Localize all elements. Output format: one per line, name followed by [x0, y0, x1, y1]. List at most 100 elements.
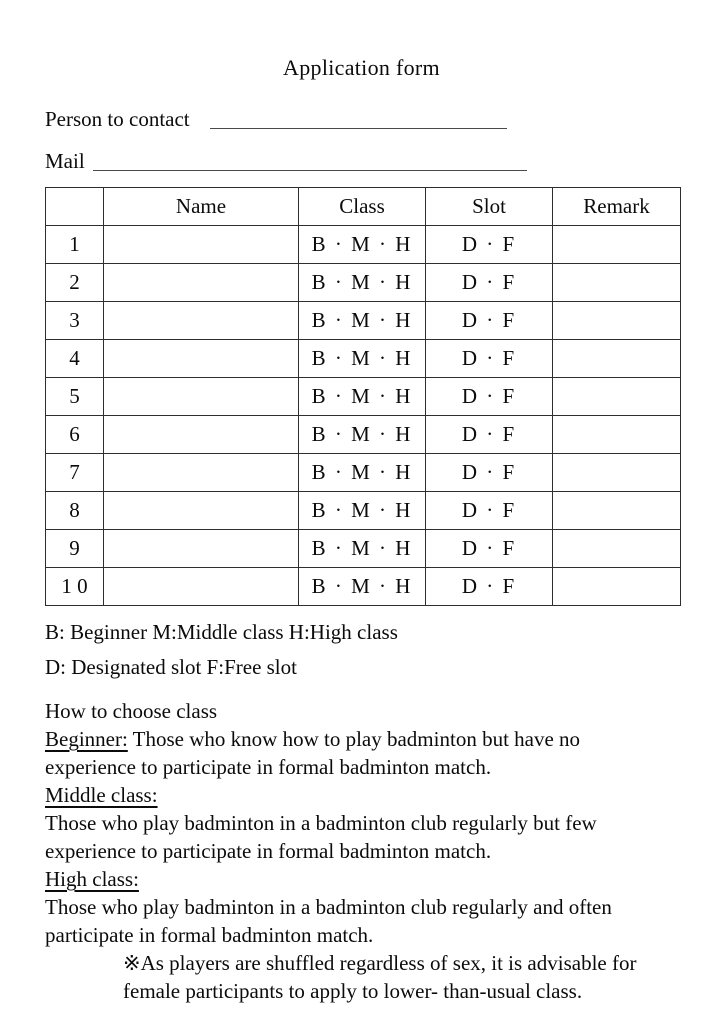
instruction-text: Those who play badminton in a badminton …	[45, 811, 597, 835]
remark-cell[interactable]	[552, 301, 681, 340]
row-number: 5	[45, 377, 104, 416]
table-row: 1 0 B · M · H D · F	[45, 567, 681, 606]
row-number: 1	[45, 225, 104, 264]
page-title: Application form	[283, 55, 440, 80]
table-row: 7 B · M · H D · F	[45, 453, 681, 492]
class-options-cell: B · M · H	[298, 453, 426, 492]
column-header-remark: Remark	[552, 187, 681, 226]
note-text: female participants to apply to lower- t…	[123, 979, 583, 1003]
slot-options-cell: D · F	[425, 225, 553, 264]
name-cell[interactable]	[103, 225, 299, 264]
mail-fill-line[interactable]	[92, 169, 527, 171]
application-table: Name Class Slot Remark 1 B · M · H D · F…	[45, 187, 681, 606]
instruction-line: Those who play badminton in a badminton …	[45, 893, 680, 921]
remark-cell[interactable]	[552, 225, 681, 264]
column-header-name: Name	[103, 187, 299, 226]
instruction-text: experience to participate in formal badm…	[45, 755, 492, 779]
name-cell[interactable]	[103, 415, 299, 454]
slot-options-cell: D · F	[425, 263, 553, 302]
class-options-cell: B · M · H	[298, 225, 426, 264]
table-row: 5 B · M · H D · F	[45, 377, 681, 416]
instruction-line: experience to participate in formal badm…	[45, 753, 680, 781]
instruction-line: Those who play badminton in a badminton …	[45, 809, 680, 837]
row-number: 9	[45, 529, 104, 568]
column-header-number	[45, 187, 104, 226]
instruction-line: Beginner: Those who know how to play bad…	[45, 725, 680, 753]
table-row: 3 B · M · H D · F	[45, 301, 681, 340]
slot-options-cell: D · F	[425, 491, 553, 530]
name-cell[interactable]	[103, 339, 299, 378]
row-number: 6	[45, 415, 104, 454]
contact-fill-line[interactable]	[209, 127, 507, 129]
remark-cell[interactable]	[552, 567, 681, 606]
table-row: 1 B · M · H D · F	[45, 225, 681, 264]
class-term: Middle class:	[45, 783, 158, 807]
remark-cell[interactable]	[552, 263, 681, 302]
contact-label: Person to contact	[45, 107, 190, 131]
class-options-cell: B · M · H	[298, 301, 426, 340]
instruction-text: participate in formal badminton match.	[45, 923, 374, 947]
row-number: 7	[45, 453, 104, 492]
slot-options-cell: D · F	[425, 301, 553, 340]
instruction-line: How to choose class	[45, 697, 680, 725]
name-cell[interactable]	[103, 567, 299, 606]
name-cell[interactable]	[103, 263, 299, 302]
instruction-text: experience to participate in formal badm…	[45, 839, 492, 863]
class-options-cell: B · M · H	[298, 377, 426, 416]
column-header-class: Class	[298, 187, 426, 226]
table-row: 2 B · M · H D · F	[45, 263, 681, 302]
name-cell[interactable]	[103, 301, 299, 340]
remark-cell[interactable]	[552, 529, 681, 568]
mail-label: Mail	[45, 149, 85, 173]
instruction-line: participate in formal badminton match.	[45, 921, 680, 949]
row-number: 8	[45, 491, 104, 530]
instruction-text: Those who play badminton in a badminton …	[45, 895, 612, 919]
class-options-cell: B · M · H	[298, 263, 426, 302]
name-cell[interactable]	[103, 491, 299, 530]
row-number: 1 0	[45, 567, 104, 606]
class-options-cell: B · M · H	[298, 415, 426, 454]
instruction-text: How to choose class	[45, 699, 218, 723]
remark-cell[interactable]	[552, 491, 681, 530]
slot-options-cell: D · F	[425, 453, 553, 492]
slot-options-cell: D · F	[425, 567, 553, 606]
row-number: 4	[45, 339, 104, 378]
remark-cell[interactable]	[552, 415, 681, 454]
slot-options-cell: D · F	[425, 415, 553, 454]
slot-options-cell: D · F	[425, 339, 553, 378]
row-number: 3	[45, 301, 104, 340]
class-legend: B: Beginner M:Middle class H:High class	[45, 620, 398, 644]
header-row: Name Class Slot Remark	[45, 187, 681, 226]
class-instructions: How to choose class Beginner: Those who …	[45, 697, 680, 1005]
name-cell[interactable]	[103, 377, 299, 416]
row-number: 2	[45, 263, 104, 302]
remark-cell[interactable]	[552, 453, 681, 492]
class-options-cell: B · M · H	[298, 339, 426, 378]
contact-field-row: Person to contact	[45, 106, 680, 132]
class-term: Beginner:	[45, 727, 128, 751]
class-options-cell: B · M · H	[298, 529, 426, 568]
table-row: 9 B · M · H D · F	[45, 529, 681, 568]
slot-options-cell: D · F	[425, 529, 553, 568]
mail-field-row: Mail	[45, 148, 680, 174]
table-row: 4 B · M · H D · F	[45, 339, 681, 378]
class-options-cell: B · M · H	[298, 567, 426, 606]
note-line: ※As players are shuffled regardless of s…	[123, 949, 680, 977]
instruction-line: Middle class:	[45, 781, 680, 809]
note-text: ※As players are shuffled regardless of s…	[123, 951, 637, 975]
instruction-line: High class:	[45, 865, 680, 893]
remark-cell[interactable]	[552, 339, 681, 378]
note-line: female participants to apply to lower- t…	[123, 977, 680, 1005]
slot-legend: D: Designated slot F:Free slot	[45, 655, 297, 679]
name-cell[interactable]	[103, 453, 299, 492]
slot-options-cell: D · F	[425, 377, 553, 416]
table-row: 8 B · M · H D · F	[45, 491, 681, 530]
remark-cell[interactable]	[552, 377, 681, 416]
instruction-line: experience to participate in formal badm…	[45, 837, 680, 865]
table-row: 6 B · M · H D · F	[45, 415, 681, 454]
name-cell[interactable]	[103, 529, 299, 568]
column-header-slot: Slot	[425, 187, 553, 226]
class-term: High class:	[45, 867, 139, 891]
class-options-cell: B · M · H	[298, 491, 426, 530]
